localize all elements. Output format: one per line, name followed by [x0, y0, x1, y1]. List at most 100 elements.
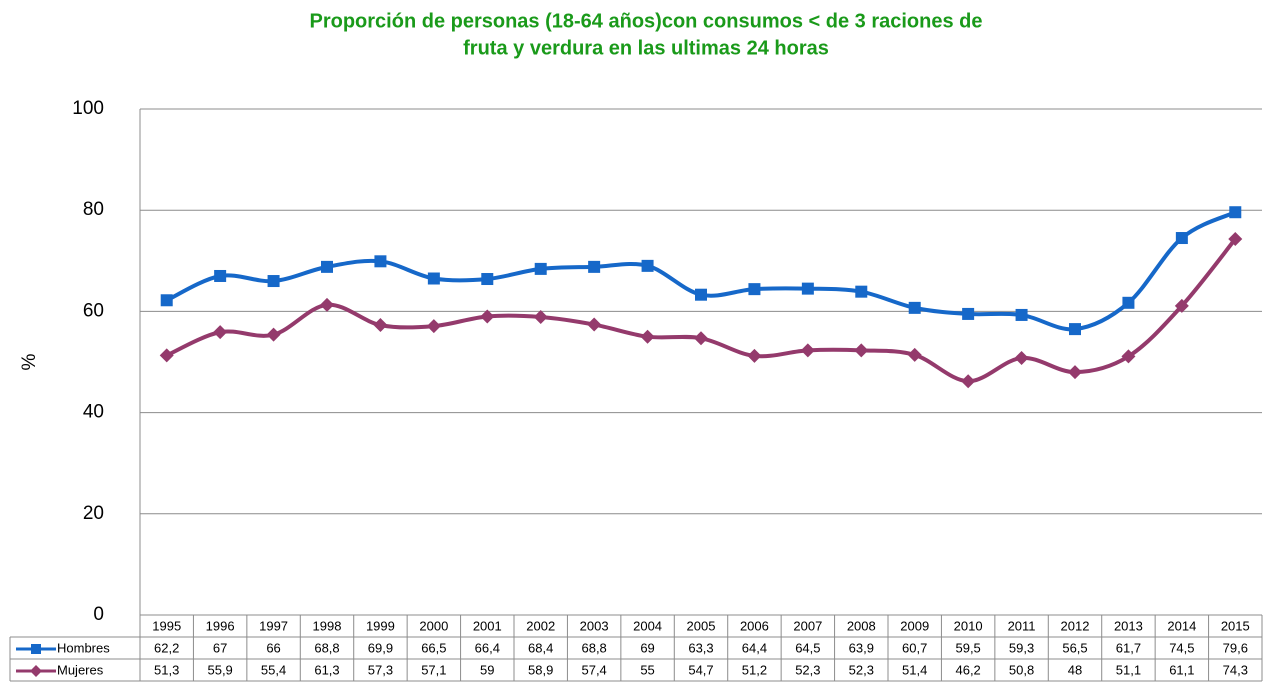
- x-tick-label: 1997: [259, 618, 288, 633]
- y-tick-label: 100: [72, 98, 104, 119]
- y-tick-label: 40: [83, 402, 104, 423]
- x-tick-label: 1998: [313, 618, 342, 633]
- marker: [1069, 323, 1081, 336]
- x-tick-label: 2011: [1008, 618, 1036, 633]
- data-label: 68,8: [581, 640, 606, 655]
- x-tick-label: 2002: [526, 618, 555, 633]
- marker: [374, 255, 387, 268]
- marker: [1122, 296, 1135, 309]
- marker: [534, 262, 547, 275]
- marker: [426, 319, 441, 334]
- x-tick-label: 2012: [1061, 618, 1090, 633]
- x-tick-label: 2007: [793, 618, 822, 633]
- marker: [1175, 232, 1188, 245]
- marker: [695, 288, 707, 301]
- data-label: 79,6: [1223, 640, 1248, 655]
- data-label: 56,5: [1062, 640, 1087, 655]
- data-label: 57,4: [581, 662, 606, 677]
- x-tick-label: 2000: [419, 618, 448, 633]
- marker: [641, 259, 654, 272]
- marker: [748, 283, 761, 296]
- marker: [427, 272, 440, 285]
- marker: [1228, 232, 1243, 247]
- data-label: 61,3: [314, 662, 339, 677]
- data-label: 66,4: [475, 640, 500, 655]
- data-label: 59,5: [955, 640, 980, 655]
- marker: [1068, 365, 1082, 380]
- marker: [855, 285, 868, 298]
- marker: [1174, 298, 1189, 313]
- data-label: 63,9: [849, 640, 874, 655]
- marker: [1121, 349, 1136, 364]
- marker: [373, 318, 388, 333]
- legend-marker: [30, 665, 42, 677]
- data-label: 59: [480, 662, 494, 677]
- data-label: 57,1: [421, 662, 446, 677]
- data-label: 63,3: [688, 640, 713, 655]
- data-label: 52,3: [795, 662, 820, 677]
- marker: [320, 297, 334, 312]
- marker: [801, 282, 814, 295]
- data-label: 68,8: [314, 640, 339, 655]
- data-label: 67: [213, 640, 227, 655]
- y-axis-label: %: [19, 353, 40, 370]
- data-label: 48: [1068, 662, 1082, 677]
- data-label: 54,7: [688, 662, 713, 677]
- data-label: 51,3: [154, 662, 179, 677]
- marker: [533, 309, 548, 324]
- data-label: 52,3: [849, 662, 874, 677]
- marker: [908, 301, 921, 314]
- marker: [160, 294, 173, 307]
- data-label: 66,5: [421, 640, 446, 655]
- x-tick-label: 2010: [954, 618, 983, 633]
- marker: [267, 275, 280, 288]
- x-tick-label: 1995: [152, 618, 181, 633]
- y-tick-label: 60: [83, 300, 104, 321]
- x-tick-label: 2006: [740, 618, 769, 633]
- data-label: 69: [640, 640, 654, 655]
- marker: [321, 260, 333, 273]
- marker: [159, 348, 174, 363]
- data-label: 55,4: [261, 662, 286, 677]
- chart-title: Proporción de personas (18-64 años)con c…: [310, 10, 983, 32]
- marker: [588, 260, 601, 273]
- marker: [587, 317, 602, 332]
- data-label: 66: [266, 640, 280, 655]
- marker: [800, 343, 815, 358]
- marker: [213, 325, 228, 340]
- chart-title: fruta y verdura en las ultimas 24 horas: [463, 37, 829, 59]
- marker: [961, 374, 976, 389]
- x-tick-label: 2008: [847, 618, 876, 633]
- x-tick-label: 1996: [206, 618, 235, 633]
- y-tick-label: 80: [83, 199, 104, 220]
- legend-label: Hombres: [57, 640, 110, 655]
- data-label: 69,9: [368, 640, 393, 655]
- marker: [480, 309, 495, 324]
- data-label: 57,3: [368, 662, 393, 677]
- data-label: 60,7: [902, 640, 927, 655]
- x-tick-label: 2005: [687, 618, 716, 633]
- data-label: 59,3: [1009, 640, 1034, 655]
- y-tick-label: 20: [83, 503, 104, 524]
- legend-marker: [31, 644, 41, 654]
- data-label: 61,7: [1116, 640, 1141, 655]
- data-label: 51,2: [742, 662, 767, 677]
- marker: [481, 273, 494, 286]
- legend-label: Mujeres: [57, 662, 104, 677]
- x-tick-label: 2009: [900, 618, 929, 633]
- data-label: 50,8: [1009, 662, 1034, 677]
- data-label: 62,2: [154, 640, 179, 655]
- x-tick-label: 2001: [473, 618, 502, 633]
- data-label: 68,4: [528, 640, 553, 655]
- x-tick-label: 2004: [633, 618, 662, 633]
- marker: [854, 343, 869, 358]
- marker: [214, 269, 227, 282]
- marker: [1015, 308, 1028, 321]
- x-tick-label: 2015: [1221, 618, 1250, 633]
- x-tick-label: 2003: [580, 618, 609, 633]
- data-label: 46,2: [955, 662, 980, 677]
- data-label: 74,5: [1169, 640, 1194, 655]
- data-label: 55,9: [207, 662, 232, 677]
- marker: [266, 327, 281, 342]
